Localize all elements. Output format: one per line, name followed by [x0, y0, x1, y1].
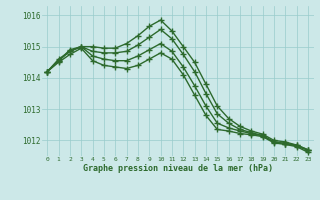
X-axis label: Graphe pression niveau de la mer (hPa): Graphe pression niveau de la mer (hPa) — [83, 164, 273, 173]
